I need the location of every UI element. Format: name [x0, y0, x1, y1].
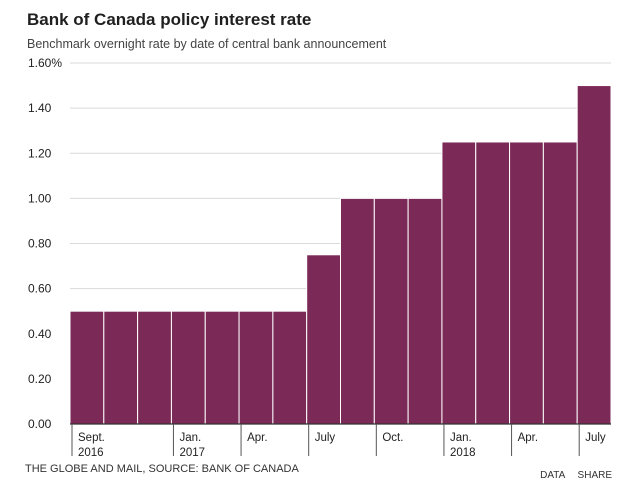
bar [373, 197, 409, 425]
y-tick-label: 0.40 [28, 327, 52, 341]
y-tick-label: 0.80 [28, 237, 52, 251]
y-tick-label: 1.00 [28, 191, 52, 205]
y-tick-label: 1.40 [28, 101, 52, 115]
source-credit: THE GLOBE AND MAIL, SOURCE: BANK OF CANA… [25, 463, 299, 475]
bar [137, 310, 172, 425]
bar [272, 310, 308, 425]
bar [69, 310, 105, 425]
x-tick-label: July [585, 432, 606, 444]
bar [238, 310, 274, 425]
bar [340, 197, 375, 425]
x-tick-label: Oct. [382, 432, 403, 444]
bar [103, 310, 139, 425]
x-tick-label: Apr. [247, 432, 267, 444]
x-tick-label-year: 2017 [179, 447, 205, 459]
y-tick-label: 1.20 [28, 146, 52, 160]
share-link[interactable]: SHARE [577, 470, 612, 481]
x-tick-label-year: 2016 [78, 447, 104, 459]
bar [509, 141, 544, 425]
x-tick-label-year: 2018 [450, 447, 476, 459]
bar [542, 141, 578, 425]
x-tick-label: Jan. [450, 432, 472, 444]
bar [170, 310, 206, 425]
y-tick-label: 0.20 [28, 372, 52, 386]
bar [204, 310, 240, 425]
x-tick-label: July [315, 432, 336, 444]
x-tick-label: Sept. [78, 432, 105, 444]
chart-subtitle: Benchmark overnight rate by date of cent… [27, 37, 387, 51]
y-tick-label: 1.60% [28, 56, 62, 70]
chart-actions: DATA SHARE [530, 470, 612, 481]
data-link[interactable]: DATA [540, 470, 565, 481]
bar [407, 197, 443, 425]
bar [576, 85, 612, 425]
chart-title: Bank of Canada policy interest rate [27, 10, 312, 29]
y-tick-label: 0.00 [28, 417, 52, 431]
x-tick-label: Apr. [518, 432, 538, 444]
bar [441, 141, 477, 425]
y-tick-label: 0.60 [28, 282, 52, 296]
bar [306, 254, 341, 425]
bar [475, 141, 511, 425]
x-tick-label: Jan. [179, 432, 201, 444]
